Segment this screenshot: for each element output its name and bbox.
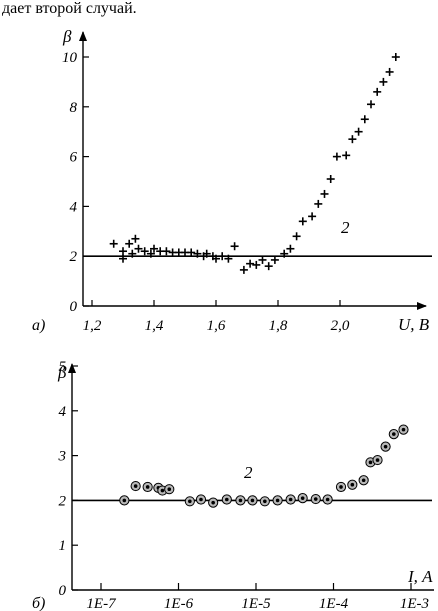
panel-a-data-point (131, 234, 140, 243)
panel-a-data-point (270, 255, 279, 264)
panel-a-data-point (292, 232, 301, 241)
panel-a-data-point (162, 247, 171, 256)
panel-a-data-point (379, 77, 388, 86)
panel-a-data-point (224, 254, 233, 263)
panel-b-data-point (247, 495, 258, 506)
panel-a-data-point (125, 239, 134, 248)
panel-b-data-point (380, 441, 391, 452)
panel-a-data-point (314, 199, 323, 208)
panel-a-data-point (367, 100, 375, 109)
panel-a-data-point (202, 249, 211, 258)
panel-b-data-point (398, 424, 409, 435)
panel-a-y-tick-label: 4 (70, 199, 78, 215)
panel-a-data-point (298, 217, 307, 226)
panel-a-data-point (187, 248, 196, 257)
panel-a-y-tick-label: 6 (70, 150, 78, 166)
panel-b-data-point (358, 475, 369, 486)
panel-b-data-point (235, 495, 246, 506)
panel-b-data-point (195, 494, 207, 505)
panel-b-data-point (347, 479, 358, 490)
panel-a-data-point (119, 254, 127, 263)
panel-b-x-label: I, А (407, 567, 433, 586)
panel-a-y-tick-label: 10 (62, 50, 78, 66)
panel-b-label: б) (32, 595, 45, 611)
panel-a-data-point (391, 53, 400, 61)
panel-a-data-point (109, 239, 118, 248)
panel-b-data-point (272, 495, 283, 506)
panel-b-data-point (335, 481, 347, 493)
panel-b-data-point (388, 428, 399, 440)
panel-a-data-point (286, 244, 295, 253)
panel-a-y-tick-label: 2 (70, 249, 78, 265)
panel-a-label: а) (32, 317, 45, 334)
panel-a-data-point (264, 262, 273, 271)
panel-a-data-point (280, 249, 289, 258)
panel-b-x-tick-label: 1E-3 (400, 596, 429, 611)
panel-a-data-point (342, 151, 351, 160)
panel-b-x-tick-label: 1E-5 (241, 596, 271, 611)
panel-a-data-point (326, 175, 335, 184)
panel-b-y-tick-label: 2 (59, 493, 67, 509)
panel-a-data-point (218, 252, 227, 261)
panel-a-data-point (332, 152, 341, 161)
panel-a-y-tick-label: 8 (70, 100, 78, 116)
panel-b-data-point (259, 496, 270, 507)
panel-a-data-point (320, 189, 329, 198)
panel-b-data-point (142, 481, 153, 493)
chart-panel-b: 0 1 2 3 4 5 1E-7 1E-6 1E-5 1E-4 1E-3 β I, А б) 2 (32, 359, 434, 611)
panel-b-data-point (119, 495, 130, 506)
panel-b-y-tick-label: 4 (59, 404, 67, 420)
panel-b-x-tick-label: 1E-7 (86, 596, 117, 611)
panel-a-data-point (385, 67, 394, 76)
panel-b-x-tick-label: 1E-6 (164, 596, 194, 611)
panel-a-data-point (128, 249, 137, 258)
panel-a-y-label: β (62, 27, 72, 46)
panel-a-x-label: U, В (398, 315, 430, 334)
panel-b-data-point (208, 497, 219, 508)
panel-b-x-tick-label: 1E-4 (319, 596, 349, 611)
panel-a-x-tick-label: 2,0 (331, 318, 350, 334)
panel-a-data-point (354, 127, 363, 136)
panel-b-data-point (184, 496, 195, 507)
panel-a-data-point (134, 244, 143, 253)
panel-a-data-point (348, 135, 357, 144)
panel-b-y-tick-label: 3 (58, 449, 67, 465)
panel-a-data-point (140, 247, 149, 256)
panel-a-data-point (258, 255, 267, 264)
panel-b-data-point (297, 493, 308, 504)
panel-a-x-tick-label: 1,4 (145, 318, 164, 334)
panel-a-data-point (146, 249, 155, 258)
panel-b-data-point (164, 484, 175, 495)
panel-a-data-point (230, 242, 239, 251)
panel-a-data-point (150, 244, 158, 253)
panel-a-data-point (193, 249, 202, 258)
panel-a-x-tick-label: 1,8 (269, 318, 288, 334)
panel-b-y-tick-label: 0 (59, 583, 67, 599)
panel-a-data-point (212, 254, 220, 263)
panel-a-x-tick-label: 1,6 (207, 318, 226, 334)
panel-b-data-point (130, 480, 141, 492)
panel-a-data-point (119, 247, 127, 256)
panel-a-data-point (239, 265, 248, 274)
panel-a-y-tick-label: 0 (70, 299, 78, 315)
panel-b-y-tick-label: 1 (59, 538, 67, 554)
panel-b-curve-label: 2 (244, 463, 253, 482)
panel-a-data-point (246, 259, 255, 268)
panel-a-data-point (373, 87, 382, 96)
caption-text: дает второй случай. (2, 0, 137, 17)
panel-b-data-point (310, 493, 321, 505)
panel-b-data-point (285, 494, 296, 505)
panel-b-data-point (372, 454, 383, 466)
chart-panel-a: 0 2 4 6 8 10 1,2 1,4 1,6 1,8 2,0 β U, В а) 2 (32, 27, 432, 334)
panel-a-x-tick-label: 1,2 (83, 318, 102, 334)
panel-a-curve-label: 2 (341, 218, 350, 237)
panel-a-data-point (308, 212, 317, 221)
panel-b-y-tick-label: 5 (59, 359, 67, 375)
panel-b-data-point (221, 494, 232, 505)
panel-b-y-label: β (57, 363, 67, 382)
panel-a-data-point (252, 260, 261, 269)
panel-b-data-point (322, 494, 333, 505)
panel-a-data-point (360, 115, 369, 124)
